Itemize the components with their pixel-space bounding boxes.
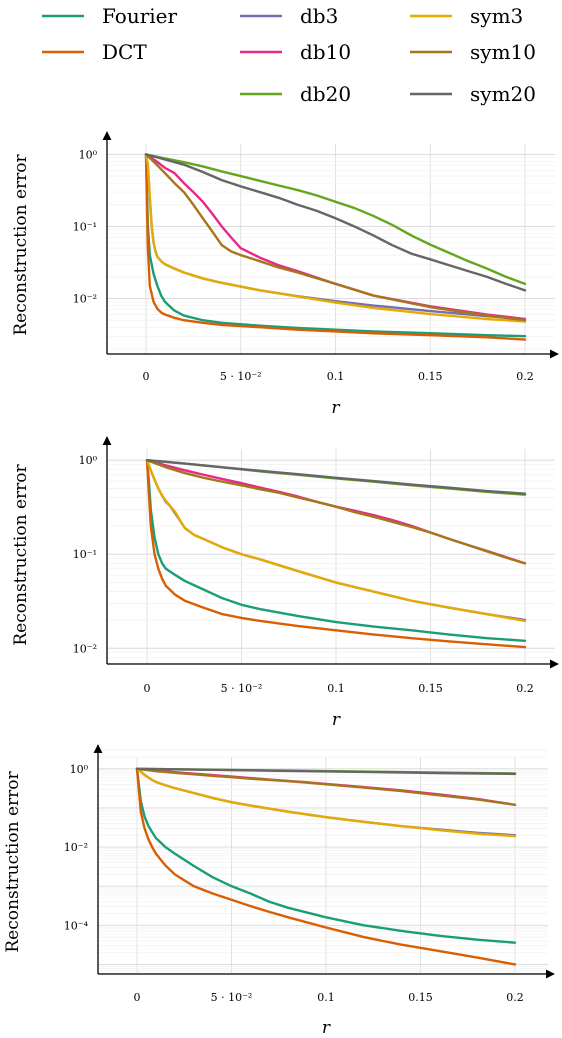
series-line-db20 (144, 153, 527, 286)
y-tick-label-2: 10⁻² (73, 642, 97, 655)
legend-label-sym20: sym20 (470, 82, 536, 106)
x-tick-label-1: 5 · 10⁻² (211, 991, 253, 1004)
series-line-sym20 (135, 767, 517, 776)
series-group (135, 767, 517, 966)
legend-entry-sym3: sym3 (410, 4, 523, 28)
y-tick-label-1: 10⁻¹ (73, 220, 97, 233)
series-line-fourier (144, 153, 527, 338)
series-line-dct (144, 153, 527, 341)
y-tick-label-0: 10⁰ (79, 148, 98, 161)
legend-label-dct: DCT (102, 40, 147, 64)
x-tick-label-4: 0.2 (516, 370, 534, 383)
axes: 0 5 · 10⁻² 0.1 0.15 0.2 10⁰ 10⁻² 10⁻⁴ Reconstruc… (3, 744, 555, 1038)
series-group (144, 153, 527, 341)
x-tick-label-4: 0.2 (506, 991, 524, 1004)
x-tick-label-3: 0.15 (418, 682, 443, 695)
y-axis-title: Reconstruction error (11, 154, 31, 336)
legend-label-sym3: sym3 (470, 4, 523, 28)
x-tick-label-0: 0 (143, 370, 150, 383)
y-tick-label-1: 10⁻¹ (73, 548, 97, 561)
x-tick-label-4: 0.2 (516, 682, 534, 695)
y-tick-label-2: 10⁻⁴ (64, 919, 89, 932)
legend-label-db20: db20 (300, 82, 351, 106)
legend-entry-dct: DCT (42, 40, 147, 64)
grid (107, 449, 555, 664)
y-axis-title: Reconstruction error (11, 464, 31, 646)
grid (98, 749, 548, 974)
series-line-dct (135, 767, 517, 966)
series-line-sym3 (144, 153, 527, 323)
series-line-sym10 (135, 767, 517, 807)
legend-entry-sym20: sym20 (410, 82, 536, 106)
y-tick-label-0: 10⁰ (70, 763, 89, 776)
series-group (145, 458, 527, 649)
series-line-fourier (145, 458, 527, 643)
x-tick-label-2: 0.1 (327, 370, 345, 383)
series-line-sym20 (145, 458, 527, 495)
legend-label-fourier: Fourier (102, 4, 177, 28)
series-line-fourier (135, 767, 517, 944)
legend: Fourier DCT db3 db10 db20 sym3 sym10 sym20 (42, 4, 536, 106)
series-line-sym10 (145, 458, 527, 565)
legend-label-sym10: sym10 (470, 40, 536, 64)
chart-1: 0 5 · 10⁻² 0.1 0.15 0.2 10⁰ 10⁻¹ 10⁻² Reconstruc… (11, 131, 559, 418)
axes: 0 5 · 10⁻² 0.1 0.15 0.2 10⁰ 10⁻¹ 10⁻² Reconstruc… (11, 436, 559, 730)
grid (107, 144, 555, 354)
x-tick-label-1: 5 · 10⁻² (220, 370, 262, 383)
legend-entry-fourier: Fourier (42, 4, 177, 28)
series-line-sym20 (144, 153, 527, 292)
x-axis-title: r (331, 398, 340, 418)
x-tick-label-3: 0.15 (408, 991, 433, 1004)
x-axis-title: r (322, 1018, 331, 1038)
x-tick-label-0: 0 (144, 682, 151, 695)
x-tick-label-3: 0.15 (418, 370, 443, 383)
legend-label-db3: db3 (300, 4, 338, 28)
legend-entry-sym10: sym10 (410, 40, 536, 64)
series-line-sym3 (135, 767, 517, 838)
series-line-dct (145, 458, 527, 649)
chart-2: 0 5 · 10⁻² 0.1 0.15 0.2 10⁰ 10⁻¹ 10⁻² Reconstruc… (11, 436, 559, 730)
y-tick-label-0: 10⁰ (79, 454, 98, 467)
legend-entry-db10: db10 (240, 40, 351, 64)
y-tick-label-2: 10⁻² (73, 293, 97, 306)
x-tick-label-1: 5 · 10⁻² (221, 682, 263, 695)
y-axis-title: Reconstruction error (3, 771, 23, 953)
y-tick-label-1: 10⁻² (64, 841, 88, 854)
legend-entry-db20: db20 (240, 82, 351, 106)
x-tick-label-2: 0.1 (317, 991, 335, 1004)
x-tick-label-2: 0.1 (327, 682, 345, 695)
axes: 0 5 · 10⁻² 0.1 0.15 0.2 10⁰ 10⁻¹ 10⁻² Reconstruc… (11, 131, 559, 418)
legend-label-db10: db10 (300, 40, 351, 64)
x-axis-title: r (332, 710, 341, 730)
x-tick-label-0: 0 (134, 991, 141, 1004)
series-line-sym3 (145, 458, 527, 623)
series-line-sym10 (144, 153, 527, 322)
chart-3: 0 5 · 10⁻² 0.1 0.15 0.2 10⁰ 10⁻² 10⁻⁴ Reconstruc… (3, 744, 555, 1038)
legend-entry-db3: db3 (240, 4, 338, 28)
